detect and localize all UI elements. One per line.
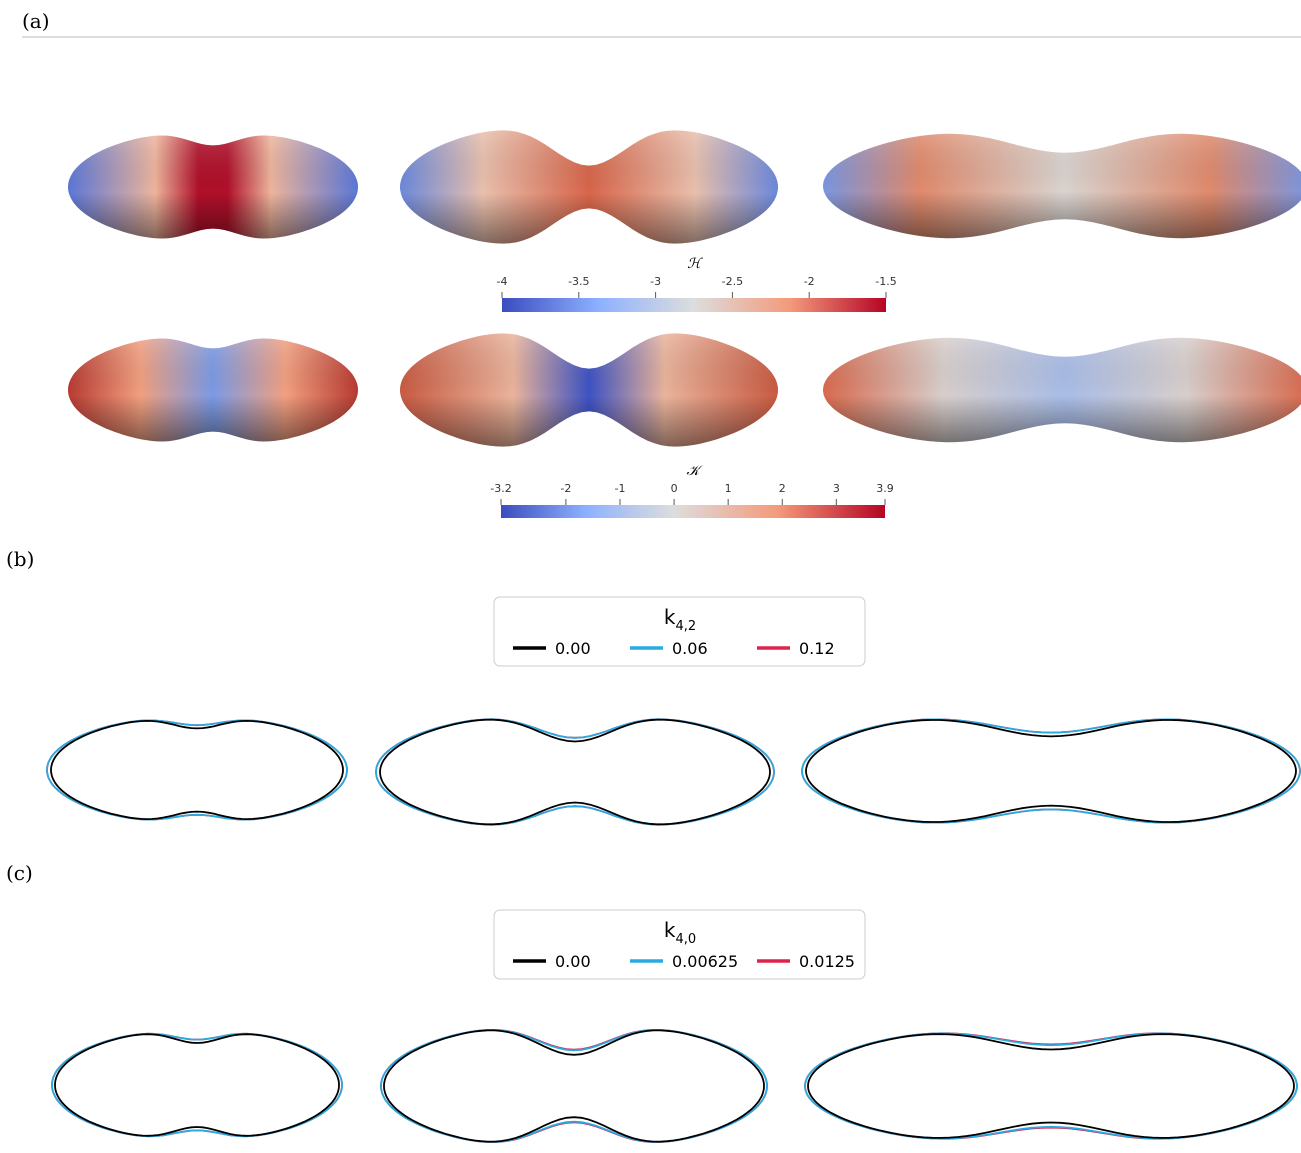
outline (46, 719, 348, 821)
shapes (46, 130, 1301, 1144)
colorbar-tick-label: -3.5 (568, 275, 589, 288)
legend-label: 0.06 (672, 639, 708, 658)
colorbar-tick-label: -1 (615, 482, 626, 495)
outline (51, 1032, 343, 1138)
colorbar (501, 505, 885, 518)
outline (375, 718, 775, 826)
legend-title-main: k (664, 605, 676, 629)
colorbar-tick-label: 2 (779, 482, 786, 495)
colorbar-title: ℋ (687, 256, 703, 272)
legend-title-sub: 4,2 (675, 619, 696, 634)
legend-label: 0.00625 (672, 952, 738, 971)
outline (51, 1032, 343, 1138)
colorbar-tick-label: -3.2 (490, 482, 511, 495)
outline (383, 1029, 765, 1143)
panel-label: (c) (6, 861, 33, 885)
outline (801, 718, 1301, 824)
outline (375, 718, 775, 826)
colorbar-tick-label: 3 (833, 482, 840, 495)
outline (46, 719, 348, 821)
panel-label: (b) (6, 547, 34, 571)
colorbar-tick-label: 1 (725, 482, 732, 495)
outline (801, 718, 1301, 824)
outline (380, 1028, 768, 1144)
colorbar-tick-label: 3.9 (876, 482, 894, 495)
legend-label: 0.0125 (799, 952, 855, 971)
outline (379, 718, 771, 826)
colorbar-tick-label: -2.5 (722, 275, 743, 288)
surface-shade (400, 333, 778, 447)
colorbar-tick-label: -3 (650, 275, 661, 288)
legend-title-main: k (664, 918, 676, 942)
outline (54, 1033, 340, 1137)
surface-shade (68, 338, 358, 442)
surface-shade (823, 337, 1301, 443)
surface-shade (823, 133, 1301, 239)
colorbar-tick-label: -1.5 (875, 275, 896, 288)
legend-title: k4,0 (664, 918, 696, 947)
colorbar-tick-label: -2 (804, 275, 815, 288)
legend-label: 0.12 (799, 639, 835, 658)
legend-title: k4,2 (664, 605, 696, 634)
colorbar-tick-label: -2 (560, 482, 571, 495)
colorbar (502, 298, 886, 312)
outline (807, 1033, 1295, 1139)
colorbar-tick-label: 0 (671, 482, 678, 495)
legend-label: 0.00 (555, 639, 591, 658)
outline (805, 719, 1297, 823)
colorbar-tick-label: -4 (497, 275, 508, 288)
colorbar-title: 𝒦 (686, 463, 704, 479)
outline (50, 719, 344, 821)
surface-shade (400, 130, 778, 244)
panel-label: (a) (22, 9, 50, 33)
legend-label: 0.00 (555, 952, 591, 971)
outline (380, 1029, 768, 1143)
legend-title-sub: 4,0 (675, 932, 696, 947)
surface-shade (68, 135, 358, 239)
